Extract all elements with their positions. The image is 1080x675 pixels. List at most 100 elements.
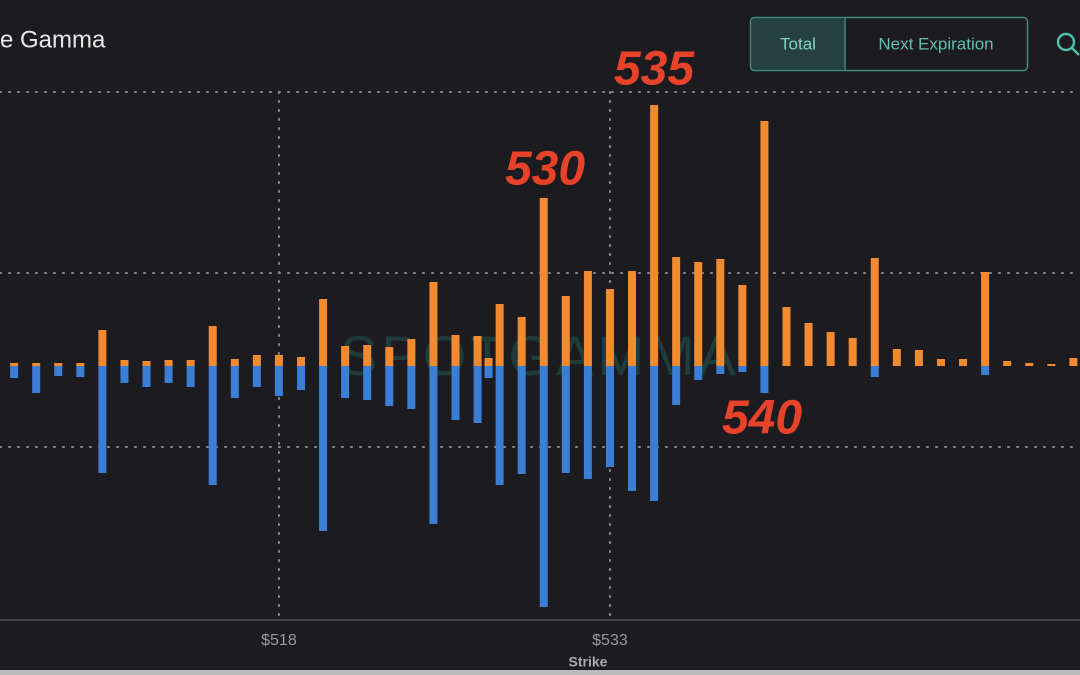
bar xyxy=(1047,364,1056,366)
bar xyxy=(605,289,614,366)
bar xyxy=(473,336,482,366)
bar xyxy=(297,357,306,366)
bar xyxy=(319,299,328,366)
bar xyxy=(473,366,482,423)
bar xyxy=(319,366,328,531)
bar xyxy=(120,366,129,383)
bar xyxy=(583,366,592,479)
annotation: 530 xyxy=(505,143,585,196)
bar xyxy=(451,335,460,366)
bar xyxy=(981,366,990,375)
bar xyxy=(628,271,637,366)
annotation: 540 xyxy=(722,392,802,445)
bar xyxy=(694,262,703,366)
button-total[interactable]: Total xyxy=(780,34,816,53)
bar xyxy=(517,366,526,474)
bar xyxy=(981,272,990,366)
bar xyxy=(628,366,637,491)
bar xyxy=(98,330,107,366)
bar xyxy=(230,366,239,398)
bar xyxy=(10,363,19,366)
bar xyxy=(76,363,85,366)
bar xyxy=(164,366,173,383)
bar xyxy=(738,285,747,366)
bar xyxy=(804,323,813,366)
bar xyxy=(583,271,592,366)
bar xyxy=(539,198,548,366)
bar xyxy=(1003,361,1012,366)
bar xyxy=(650,366,659,501)
bar xyxy=(848,338,857,366)
bar xyxy=(429,366,438,524)
view-toggle: Total Next Expiration xyxy=(749,16,1029,72)
bar xyxy=(407,366,416,409)
bar xyxy=(142,361,151,366)
bar xyxy=(539,366,548,607)
bar xyxy=(54,366,63,376)
bar xyxy=(164,360,173,366)
bar xyxy=(561,296,570,366)
bar xyxy=(385,366,394,406)
bar xyxy=(561,366,570,473)
bar xyxy=(407,339,416,366)
bar xyxy=(650,105,659,366)
bar xyxy=(605,366,614,467)
bar xyxy=(495,304,504,366)
annotation: 535 xyxy=(614,43,695,96)
bar xyxy=(1025,363,1034,366)
bar xyxy=(32,363,41,366)
bar xyxy=(716,259,725,366)
bar xyxy=(54,363,63,366)
bar xyxy=(186,360,195,366)
bar xyxy=(826,332,835,366)
bar xyxy=(694,366,703,380)
bar xyxy=(363,366,372,400)
bar xyxy=(186,366,195,387)
bar xyxy=(959,359,968,366)
bar xyxy=(760,121,769,366)
bar xyxy=(484,366,493,378)
bar xyxy=(429,282,438,366)
bar xyxy=(120,360,129,366)
bar xyxy=(484,358,493,366)
chart-title: e Gamma xyxy=(0,26,106,53)
bar xyxy=(208,366,217,485)
bar xyxy=(363,345,372,366)
toggle-border xyxy=(749,16,1029,72)
bar xyxy=(716,366,725,374)
bar xyxy=(274,366,283,396)
bar xyxy=(297,366,306,390)
bar xyxy=(1069,358,1078,366)
bar xyxy=(385,347,394,366)
bar xyxy=(76,366,85,377)
bar xyxy=(936,359,945,366)
bar xyxy=(274,355,283,366)
bar xyxy=(672,366,681,405)
bar xyxy=(672,257,681,366)
bar xyxy=(451,366,460,420)
bar xyxy=(142,366,151,387)
bar xyxy=(208,326,217,366)
bar xyxy=(517,317,526,366)
bar xyxy=(914,350,923,366)
bar xyxy=(870,366,879,377)
x-tick-label: $533 xyxy=(592,632,628,649)
bar xyxy=(738,366,747,372)
bar xyxy=(341,366,350,398)
bar xyxy=(495,366,504,485)
bar xyxy=(760,366,769,393)
zoom-icon[interactable] xyxy=(1056,32,1080,56)
x-axis-label: Strike xyxy=(569,654,608,670)
x-tick-label: $518 xyxy=(261,632,297,649)
bar xyxy=(870,258,879,366)
bottom-strip xyxy=(0,670,1080,675)
bar xyxy=(230,359,239,366)
bar xyxy=(892,349,901,366)
bar xyxy=(98,366,107,473)
bar xyxy=(252,355,261,366)
bar xyxy=(32,366,41,393)
button-next-expiration[interactable]: Next Expiration xyxy=(878,34,993,53)
watermark: SPOTGAMMA xyxy=(340,324,740,387)
bar xyxy=(252,366,261,387)
